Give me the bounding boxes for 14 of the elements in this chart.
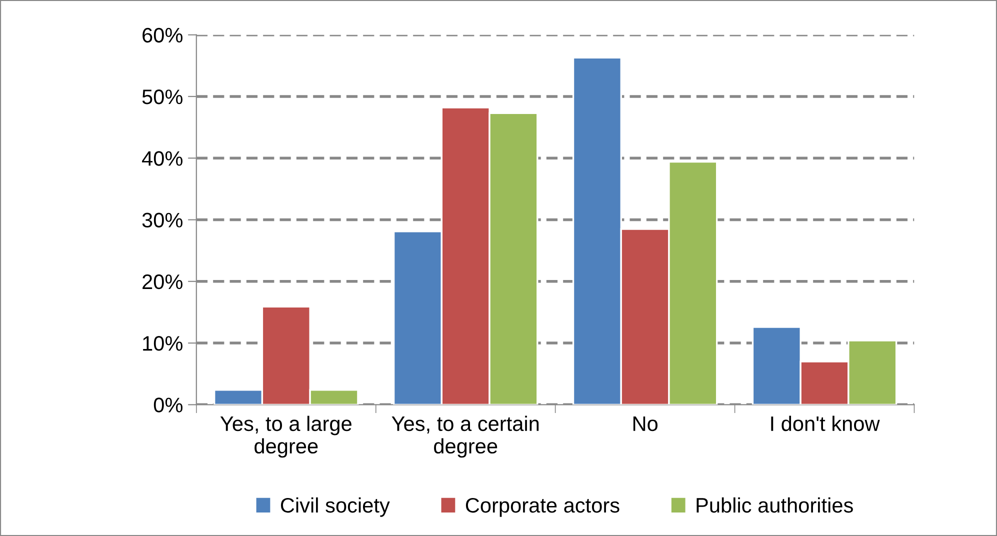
x-tick-label: Yes, to a certain degree (392, 416, 539, 458)
y-tick-label: 60% (142, 28, 182, 43)
legend-label: Public authorities (696, 497, 853, 513)
x-tick-label: I don't know (771, 416, 880, 432)
y-tick-label: 40% (142, 151, 182, 166)
x-tick-label: No (633, 416, 658, 432)
y-tick-label: 20% (142, 274, 182, 290)
x-tick-label: Yes, to a large degree (220, 416, 352, 458)
y-tick-label: 30% (142, 212, 182, 228)
y-tick-label: 10% (143, 336, 182, 351)
legend-label: Corporate actors (466, 498, 620, 517)
y-tick-label: 0% (154, 398, 182, 412)
y-tick-label: 50% (142, 89, 182, 104)
legend-label: Civil society (280, 497, 390, 517)
